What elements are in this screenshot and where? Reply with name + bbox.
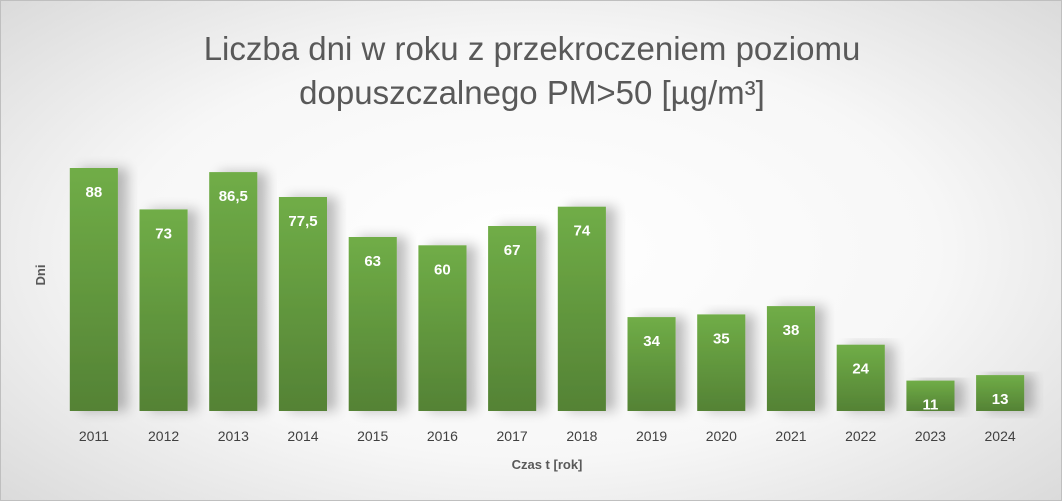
chart-title-line-2: dopuszczalnego PM>50 [µg/m³] bbox=[299, 74, 765, 111]
bar-2019 bbox=[627, 317, 676, 411]
data-label-2014: 77,5 bbox=[288, 213, 317, 230]
x-tick-label-2023: 2023 bbox=[915, 428, 946, 444]
bar-2015 bbox=[348, 237, 397, 411]
x-tick-label-2017: 2017 bbox=[497, 428, 528, 444]
data-label-2022: 24 bbox=[852, 361, 869, 378]
x-tick-label-2011: 2011 bbox=[79, 428, 109, 444]
data-label-2024: 13 bbox=[992, 391, 1009, 408]
data-label-2016: 60 bbox=[434, 261, 451, 278]
data-label-2023: 11 bbox=[922, 397, 938, 414]
x-axis-title: Czas t [rok] bbox=[512, 457, 583, 472]
x-tick-labels: 2011 2012 2013 2014 2015 2016 2017 2018 2019 2020… bbox=[79, 428, 1016, 444]
bar-2021 bbox=[766, 306, 815, 411]
chart-title-line-1: Liczba dni w roku z przekroczeniem pozio… bbox=[203, 30, 861, 67]
bar-2011 bbox=[69, 168, 118, 411]
bar-2020 bbox=[697, 314, 746, 411]
x-tick-label-2020: 2020 bbox=[706, 428, 737, 444]
data-label-2013: 86,5 bbox=[219, 188, 248, 205]
x-tick-label-2012: 2012 bbox=[148, 428, 179, 444]
x-tick-label-2022: 2022 bbox=[845, 428, 876, 444]
bar-2013 bbox=[209, 172, 258, 411]
x-tick-label-2014: 2014 bbox=[287, 428, 318, 444]
data-label-2019: 34 bbox=[643, 333, 660, 350]
bars-layer bbox=[69, 168, 1025, 411]
data-label-2015: 63 bbox=[364, 253, 381, 270]
x-tick-label-2016: 2016 bbox=[427, 428, 458, 444]
data-labels-layer: 88 73 86,5 77,5 63 60 67 74 34 35 38 24 11 13 bbox=[86, 184, 1009, 414]
x-tick-label-2013: 2013 bbox=[218, 428, 249, 444]
bar-2024 bbox=[976, 375, 1025, 411]
data-label-2011: 88 bbox=[86, 184, 103, 201]
data-label-2021: 38 bbox=[783, 322, 800, 339]
bar-2014 bbox=[278, 197, 327, 411]
bar-2022 bbox=[836, 344, 885, 411]
data-label-2012: 73 bbox=[155, 225, 172, 242]
bar-2017 bbox=[488, 226, 537, 411]
x-tick-label-2015: 2015 bbox=[357, 428, 388, 444]
bar-2016 bbox=[418, 245, 467, 411]
bar-2012 bbox=[139, 209, 188, 411]
data-label-2018: 74 bbox=[574, 223, 591, 240]
bar-2023 bbox=[906, 380, 955, 411]
x-tick-label-2019: 2019 bbox=[636, 428, 667, 444]
data-label-2020: 35 bbox=[713, 330, 730, 347]
x-tick-label-2018: 2018 bbox=[566, 428, 597, 444]
data-label-2017: 67 bbox=[504, 242, 521, 259]
x-tick-label-2021: 2021 bbox=[775, 428, 806, 444]
x-tick-label-2024: 2024 bbox=[985, 428, 1016, 444]
bar-2018 bbox=[557, 206, 606, 411]
y-axis-title: Dni bbox=[33, 265, 48, 286]
chart-title: Liczba dni w roku z przekroczeniem pozio… bbox=[1, 27, 1061, 115]
